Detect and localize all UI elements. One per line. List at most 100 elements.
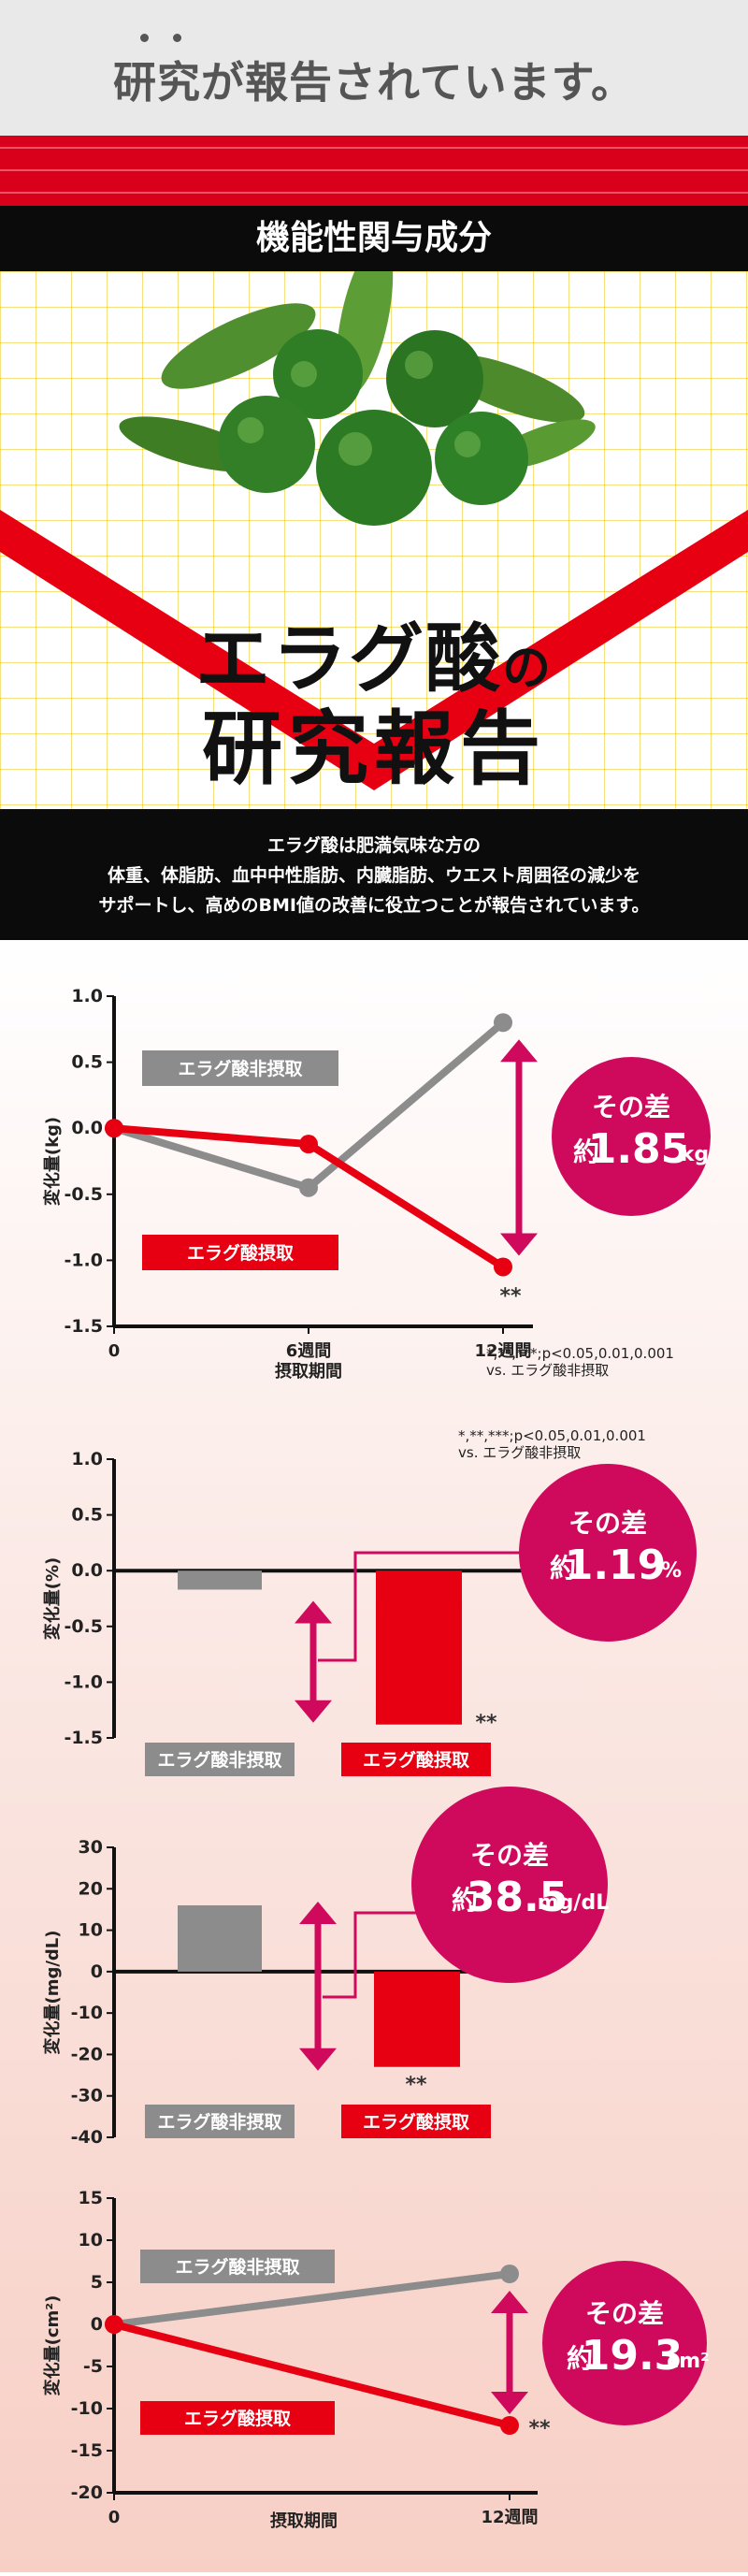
difference-arrow-head-up bbox=[295, 1600, 332, 1624]
data-point-intake bbox=[299, 1135, 318, 1154]
difference-badge-unit: kg bbox=[681, 1143, 709, 1166]
difference-badge-value: 1.19 bbox=[565, 1541, 667, 1589]
data-point-non-intake bbox=[500, 2265, 519, 2283]
legend-non-intake-label: エラグ酸非摂取 bbox=[175, 2256, 299, 2278]
y-tick-label: -20 bbox=[71, 2482, 103, 2503]
series-line-non-intake bbox=[112, 1020, 506, 1192]
legend-intake-label: エラグ酸摂取 bbox=[363, 1749, 469, 1771]
x-axis-label: 摂取期間 bbox=[275, 1361, 342, 1382]
x-axis-label: 摂取期間 bbox=[270, 2511, 338, 2531]
legend-non-intake-label: エラグ酸非摂取 bbox=[157, 1749, 281, 1771]
difference-badge-value: 1.85 bbox=[588, 1125, 690, 1173]
legend-intake-box bbox=[142, 1235, 338, 1270]
y-tick-label: -1.5 bbox=[64, 1728, 103, 1748]
legend-non-intake-box bbox=[142, 1050, 338, 1086]
legend-non-intake-box bbox=[145, 2105, 295, 2138]
summary-line-3: サポートし、高めのBMI値の改善に役立つことが報告されています。 bbox=[98, 895, 650, 916]
difference-badge bbox=[519, 1464, 697, 1642]
header-band bbox=[0, 0, 748, 136]
difference-badge-value: 19.3 bbox=[582, 2332, 683, 2380]
significance-note-line1: *,**,***;p<0.05,0.01,0.001 bbox=[458, 1427, 646, 1444]
y-tick-label: 0.0 bbox=[71, 1560, 103, 1581]
y-tick-label: -30 bbox=[71, 2086, 103, 2106]
difference-badge-prefix: 約 bbox=[452, 1885, 478, 1916]
y-tick-label: 1.0 bbox=[71, 1449, 103, 1469]
difference-arrow-head-down bbox=[491, 2392, 528, 2414]
y-tick-label: 10 bbox=[79, 2230, 103, 2250]
y-tick-label: 30 bbox=[79, 1837, 103, 1858]
difference-arrow-head-down bbox=[500, 1233, 538, 1256]
difference-badge-unit: cm² bbox=[667, 2350, 710, 2373]
significance-marker: ** bbox=[475, 1712, 497, 1735]
charts-section: 1.0 0.5 0.0 -0.5 -1.0 -1.5 変化量(kg) 0 6週間 12週間 摂取期間… bbox=[0, 940, 748, 2572]
x-tick-label: 12週間 bbox=[481, 2508, 538, 2527]
data-point-intake bbox=[500, 2416, 519, 2435]
y-tick-label: 10 bbox=[79, 1920, 103, 1941]
summary-line-1: エラグ酸は肥満気味な方の bbox=[266, 835, 481, 856]
red-stripe-band bbox=[0, 136, 748, 206]
summary-band: エラグ酸は肥満気味な方の 体重、体脂肪、血中中性脂肪、内臓脂肪、ウエスト周囲径の… bbox=[0, 809, 748, 940]
difference-connector bbox=[318, 1551, 528, 1662]
difference-arrow-head-down bbox=[299, 2048, 337, 2071]
y-axis-label: 変化量(%) bbox=[42, 1557, 63, 1641]
significance-note-line2: vs. エラグ酸非摂取 bbox=[458, 1444, 581, 1461]
legend-non-intake-box bbox=[140, 2250, 335, 2283]
legend-non-intake-label: エラグ酸非摂取 bbox=[157, 2111, 281, 2133]
difference-badge bbox=[552, 1057, 711, 1216]
legend-intake-label: エラグ酸摂取 bbox=[363, 2111, 469, 2133]
difference-arrow-head-down bbox=[295, 1700, 332, 1723]
data-point-intake bbox=[105, 1119, 123, 1138]
significance-note-line1: *,**,***;p<0.05,0.01,0.001 bbox=[486, 1345, 674, 1362]
bar-intake bbox=[376, 1570, 462, 1725]
difference-badge-prefix: 約 bbox=[550, 1553, 576, 1584]
y-tick-label: 15 bbox=[79, 2188, 103, 2208]
y-tick-label: -10 bbox=[71, 2003, 103, 2023]
y-tick-label: 20 bbox=[79, 1878, 103, 1899]
legend-non-intake-label: エラグ酸非摂取 bbox=[178, 1058, 302, 1079]
legend-intake-label: エラグ酸摂取 bbox=[187, 1242, 294, 1264]
y-tick-label: 0.5 bbox=[71, 1505, 103, 1526]
y-tick-label: -40 bbox=[71, 2127, 103, 2148]
y-tick-label: 0 bbox=[91, 1961, 103, 1982]
difference-badge-prefix: 約 bbox=[567, 2343, 593, 2374]
y-axis-label: 変化量(kg) bbox=[42, 1117, 63, 1206]
legend-intake-box bbox=[140, 2401, 335, 2435]
y-tick-label: -1.5 bbox=[64, 1316, 103, 1337]
significance-marker: ** bbox=[405, 2074, 427, 2097]
series-line-intake bbox=[113, 2321, 511, 2429]
difference-arrow-head-up bbox=[299, 1902, 337, 1924]
difference-arrow-head-up bbox=[500, 1039, 538, 1063]
summary-line-2: 体重、体脂肪、血中中性脂肪、内臓脂肪、ウエスト周囲径の減少を bbox=[107, 865, 640, 886]
difference-badge-unit: mg/dL bbox=[538, 1891, 609, 1915]
hero-section bbox=[0, 271, 748, 809]
significance-marker: ** bbox=[528, 2417, 551, 2440]
y-axis-label: 変化量(mg/dL) bbox=[42, 1930, 63, 2054]
x-tick-label: 0 bbox=[108, 2508, 121, 2527]
data-point-intake bbox=[494, 1257, 512, 1277]
functional-ingredient-banner: 機能性関与成分 bbox=[0, 206, 748, 271]
difference-badge-label: その差 bbox=[585, 2298, 664, 2329]
difference-badge-unit: % bbox=[661, 1559, 682, 1583]
difference-badge-label: その差 bbox=[592, 1092, 670, 1122]
data-point-intake bbox=[105, 2315, 123, 2334]
y-tick-label: -5 bbox=[83, 2356, 103, 2377]
y-tick-label: -0.5 bbox=[64, 1184, 103, 1205]
bar-intake bbox=[374, 1971, 460, 2067]
y-tick-label: 0 bbox=[91, 2314, 103, 2335]
page-headline: 研究が報告されています。 bbox=[112, 57, 636, 108]
difference-connector bbox=[323, 1911, 421, 1999]
x-tick-label: 6週間 bbox=[286, 1341, 332, 1361]
legend-intake-label: エラグ酸摂取 bbox=[184, 2408, 291, 2429]
x-tick-label: 12週間 bbox=[474, 1341, 531, 1361]
y-tick-label: -1.0 bbox=[64, 1250, 103, 1270]
legend-intake-box bbox=[341, 2105, 491, 2138]
x-tick-label: 0 bbox=[108, 1341, 121, 1361]
hero-title-particle: の bbox=[501, 641, 553, 697]
y-tick-label: -0.5 bbox=[64, 1616, 103, 1637]
difference-badge-label: その差 bbox=[470, 1840, 549, 1871]
difference-badge-value: 38.5 bbox=[467, 1874, 568, 1921]
fruit-illustration bbox=[119, 271, 596, 526]
legend-non-intake-box bbox=[145, 1743, 295, 1776]
y-tick-label: -15 bbox=[71, 2440, 103, 2461]
